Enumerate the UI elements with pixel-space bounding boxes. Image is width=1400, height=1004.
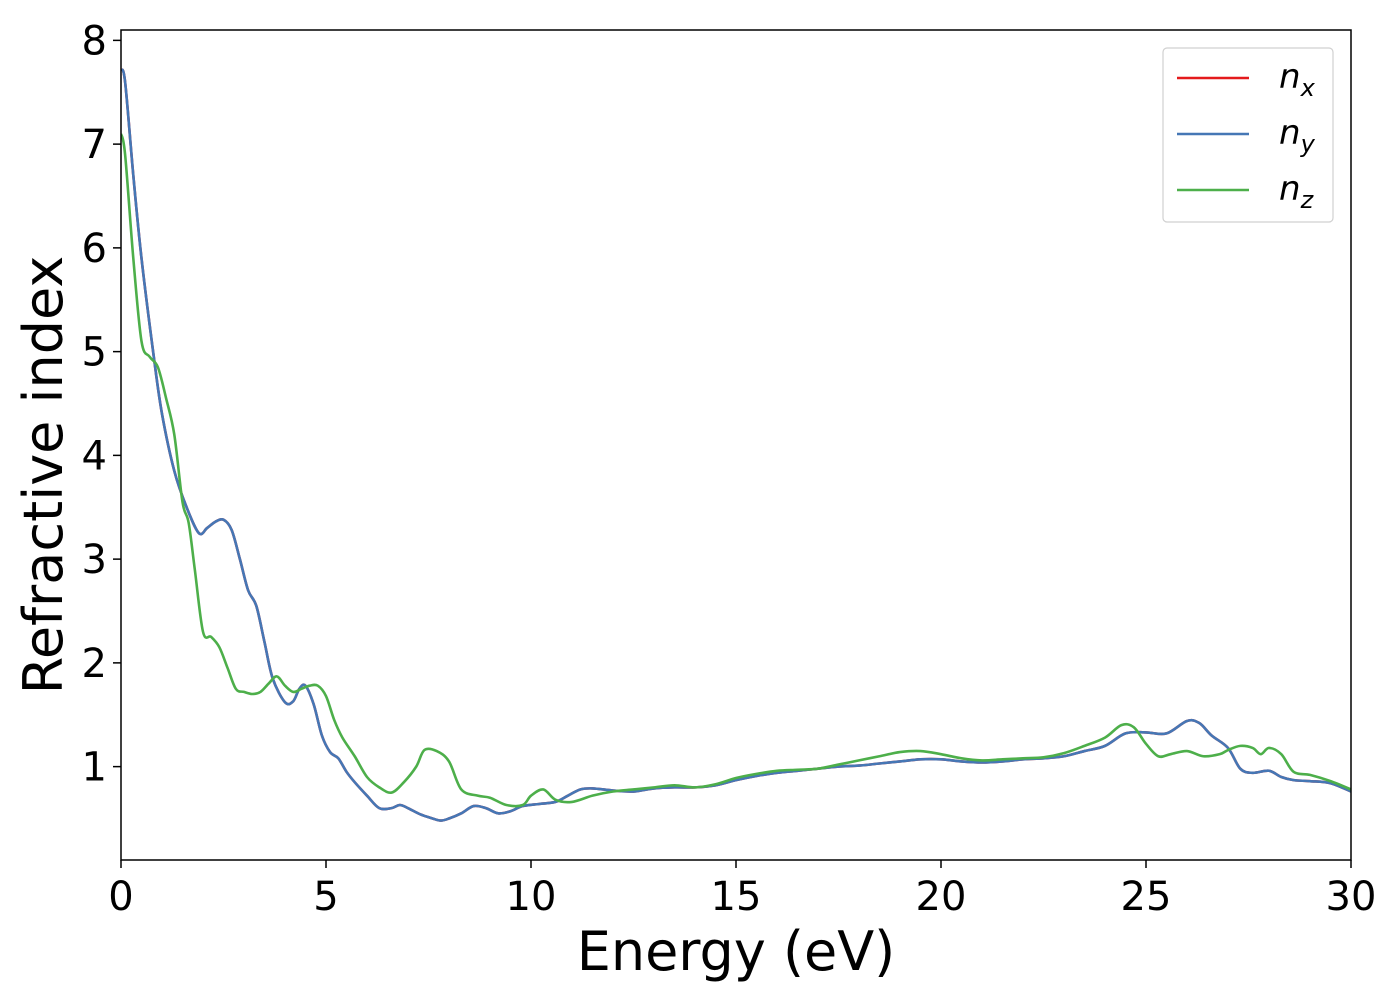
y-tick-label: 7 bbox=[82, 122, 107, 168]
x-axis-title: Energy (eV) bbox=[577, 920, 896, 983]
legend-label-subscript: x bbox=[1300, 74, 1316, 102]
legend-item-z: nz bbox=[1177, 169, 1315, 214]
x-tick-label: 5 bbox=[313, 874, 338, 920]
legend-label-base: n bbox=[1279, 113, 1301, 153]
legend-label-base: n bbox=[1279, 169, 1301, 209]
legend-label-subscript: z bbox=[1300, 186, 1315, 214]
y-tick-label: 6 bbox=[82, 226, 107, 272]
legend-label-base: n bbox=[1279, 57, 1301, 97]
series-line-z bbox=[121, 133, 1351, 808]
y-tick-label: 8 bbox=[82, 18, 107, 64]
series-line-y bbox=[121, 68, 1351, 822]
y-tick-label: 5 bbox=[82, 330, 107, 376]
y-tick-label: 1 bbox=[82, 745, 107, 791]
legend-label: ny bbox=[1279, 113, 1316, 158]
x-tick-label: 0 bbox=[108, 874, 133, 920]
x-tick-label: 30 bbox=[1326, 874, 1377, 920]
series-layer bbox=[121, 68, 1351, 822]
x-tick-label: 10 bbox=[506, 874, 557, 920]
y-axis-title: Refractive index bbox=[12, 256, 75, 695]
x-tick-label: 25 bbox=[1121, 874, 1172, 920]
x-tick-label: 20 bbox=[916, 874, 967, 920]
legend-label-subscript: y bbox=[1300, 130, 1316, 158]
legend-item-y: ny bbox=[1177, 113, 1316, 158]
legend-label: nx bbox=[1279, 57, 1316, 102]
x-tick-label: 15 bbox=[711, 874, 762, 920]
y-axis-ticks: 1 2 3 4 5 6 7 8 bbox=[82, 18, 121, 791]
legend-item-x: nx bbox=[1177, 57, 1316, 102]
x-axis-ticks: 0 5 10 15 20 25 30 bbox=[108, 860, 1376, 920]
y-tick-label: 2 bbox=[82, 641, 107, 687]
y-tick-label: 3 bbox=[82, 537, 107, 583]
legend-label: nz bbox=[1279, 169, 1315, 214]
y-tick-label: 4 bbox=[82, 433, 107, 479]
